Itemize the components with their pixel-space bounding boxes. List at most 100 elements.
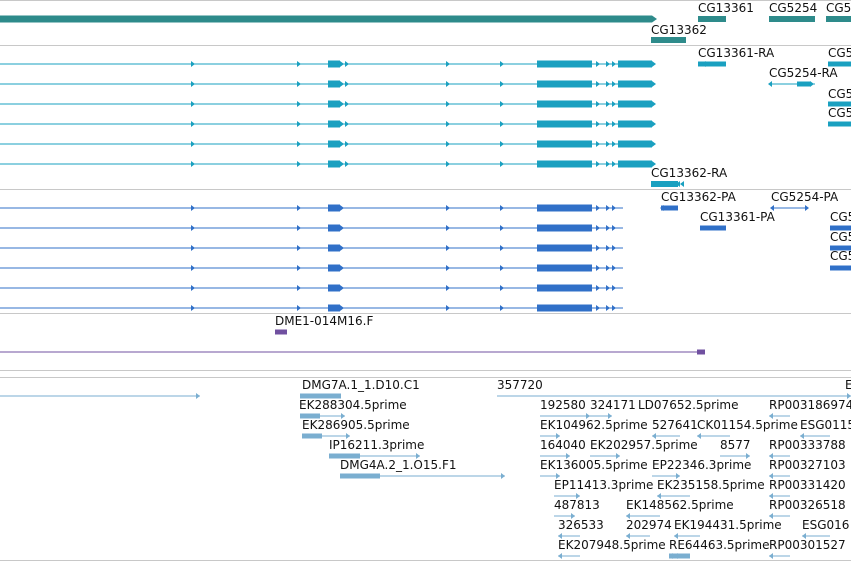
track-separator <box>0 370 851 371</box>
est-label[interactable]: EK286905.5prime <box>302 418 410 432</box>
transcript-label[interactable]: CG13362-RA <box>651 166 728 180</box>
exon-block <box>830 225 851 231</box>
strand-arrow-left <box>652 433 656 439</box>
transcript-label[interactable]: CG13361-RA <box>698 46 775 60</box>
strand-arrow-right <box>191 225 195 231</box>
exon-block <box>537 80 592 88</box>
exon-block <box>328 284 340 292</box>
strand-arrow-right <box>652 81 656 87</box>
est-label[interactable]: LD07652.5prime <box>638 398 739 412</box>
strand-arrow-right <box>297 121 301 127</box>
protein-label[interactable]: CG5 <box>830 249 851 263</box>
exon-block <box>328 100 340 108</box>
strand-arrow-left <box>769 473 773 479</box>
est-label[interactable]: DMG4A.2_1.O15.F1 <box>340 458 457 472</box>
est-label[interactable]: RP00327103 <box>769 458 846 472</box>
protein-label[interactable]: CG5254-PA <box>771 190 839 204</box>
strand-arrow-right <box>500 61 504 67</box>
exon-block <box>537 140 592 148</box>
est-label[interactable]: EK104962.5prime <box>540 418 648 432</box>
est-label[interactable]: EK194431.5prime <box>674 518 782 532</box>
est-label[interactable]: ESG0115 <box>800 418 851 432</box>
est-label[interactable]: 202974 <box>626 518 672 532</box>
est-label[interactable]: RP00326518 <box>769 498 846 512</box>
est-label[interactable]: EP22346.3prime <box>652 458 752 472</box>
strand-arrow-right <box>191 205 195 211</box>
est-label[interactable]: 527641 <box>652 418 698 432</box>
est-label[interactable]: 357720 <box>497 378 543 392</box>
strand-arrow-right <box>606 285 610 291</box>
exon-block <box>537 100 592 108</box>
est-label[interactable]: 324171 <box>590 398 636 412</box>
strand-arrow-right <box>500 285 504 291</box>
exon-block <box>537 160 592 168</box>
transcript-label[interactable]: CG5254-RA <box>769 66 838 80</box>
est-label[interactable]: 487813 <box>554 498 600 512</box>
est-label[interactable]: IP16211.3prime <box>329 438 425 452</box>
est-label[interactable]: 8577 <box>720 438 751 452</box>
strand-arrow-right <box>346 433 350 439</box>
exon-block <box>618 160 652 168</box>
protein-label[interactable]: CG13362-PA <box>661 190 736 204</box>
strand-arrow-right <box>345 81 349 87</box>
est-label[interactable]: RP00331420 <box>769 478 846 492</box>
est-label[interactable]: EK202957.5prime <box>590 438 698 452</box>
est-label[interactable]: ESG016 <box>802 518 850 532</box>
strand-arrow-left <box>680 181 684 187</box>
strand-arrow-right <box>596 161 600 167</box>
strand-arrow-right <box>596 81 600 87</box>
gene-body <box>826 16 851 22</box>
strand-arrow-right <box>340 265 344 271</box>
exon-block <box>328 160 340 168</box>
gene-label[interactable]: CG5254 <box>769 1 818 15</box>
track-separator <box>0 313 851 314</box>
gene-label[interactable]: CG13362 <box>651 23 707 37</box>
protein-label[interactable]: CG5 <box>830 210 851 224</box>
transcript-label[interactable]: CG5 <box>828 87 851 101</box>
strand-arrow-right <box>500 141 504 147</box>
strand-arrow-right <box>501 473 505 479</box>
gene-label[interactable]: CG5 <box>826 1 851 15</box>
exon-block <box>537 204 592 212</box>
strand-arrow-right <box>297 61 301 67</box>
est-label[interactable]: EK148562.5prime <box>626 498 734 512</box>
est-label[interactable]: DMG7A.1_1.D10.C1 <box>302 378 420 392</box>
est-label[interactable]: EK136005.5prime <box>540 458 648 472</box>
strand-arrow-right <box>612 285 616 291</box>
strand-arrow-right <box>345 121 349 127</box>
protein-label[interactable]: CG13361-PA <box>700 210 775 224</box>
est-label[interactable]: 164040 <box>540 438 586 452</box>
strand-arrow-right <box>596 141 600 147</box>
est-label[interactable]: RP00301527 <box>769 538 846 552</box>
exon-block <box>661 205 678 211</box>
clone-end <box>275 329 287 335</box>
exon-block <box>328 224 340 232</box>
est-label[interactable]: 326533 <box>558 518 604 532</box>
strand-arrow-right <box>652 61 656 67</box>
est-label[interactable]: RE64463.5prime <box>669 538 770 552</box>
gene-label[interactable]: CG13361 <box>698 1 754 15</box>
gene-body <box>651 37 686 43</box>
strand-arrow-right <box>612 305 616 311</box>
exon-block <box>300 393 341 399</box>
est-label[interactable]: RP003186974 <box>769 398 851 412</box>
protein-label[interactable]: CG5 <box>830 230 851 244</box>
est-label[interactable]: 192580 <box>540 398 586 412</box>
est-label[interactable]: RP00333788 <box>769 438 846 452</box>
strand-arrow-right <box>191 61 195 67</box>
est-label[interactable]: EK288304.5prime <box>299 398 407 412</box>
exon-block <box>328 60 340 68</box>
strand-arrow-right <box>446 305 450 311</box>
est-label[interactable]: CK01154.5prime <box>697 418 798 432</box>
transcript-label[interactable]: CG5 <box>828 46 851 60</box>
est-label[interactable]: EK235158.5prime <box>657 478 765 492</box>
clone-label[interactable]: DME1-014M16.F <box>275 314 374 328</box>
est-label[interactable]: EK207948.5prime <box>558 538 666 552</box>
strand-arrow-right <box>340 225 344 231</box>
est-label[interactable]: E <box>845 378 851 392</box>
strand-arrow-right <box>345 101 349 107</box>
exon-block <box>828 61 851 67</box>
transcript-label[interactable]: CG5 <box>828 106 851 120</box>
est-label[interactable]: EP11413.3prime <box>554 478 654 492</box>
